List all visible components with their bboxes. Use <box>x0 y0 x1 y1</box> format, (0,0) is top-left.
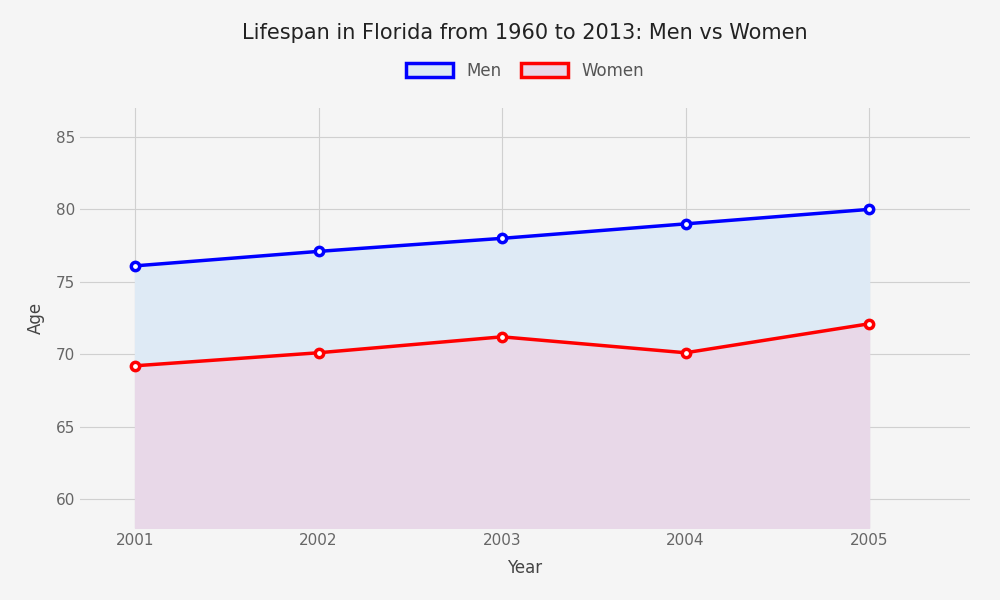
X-axis label: Year: Year <box>507 559 543 577</box>
Legend: Men, Women: Men, Women <box>406 62 644 80</box>
Title: Lifespan in Florida from 1960 to 2013: Men vs Women: Lifespan in Florida from 1960 to 2013: M… <box>242 23 808 43</box>
Y-axis label: Age: Age <box>27 302 45 334</box>
